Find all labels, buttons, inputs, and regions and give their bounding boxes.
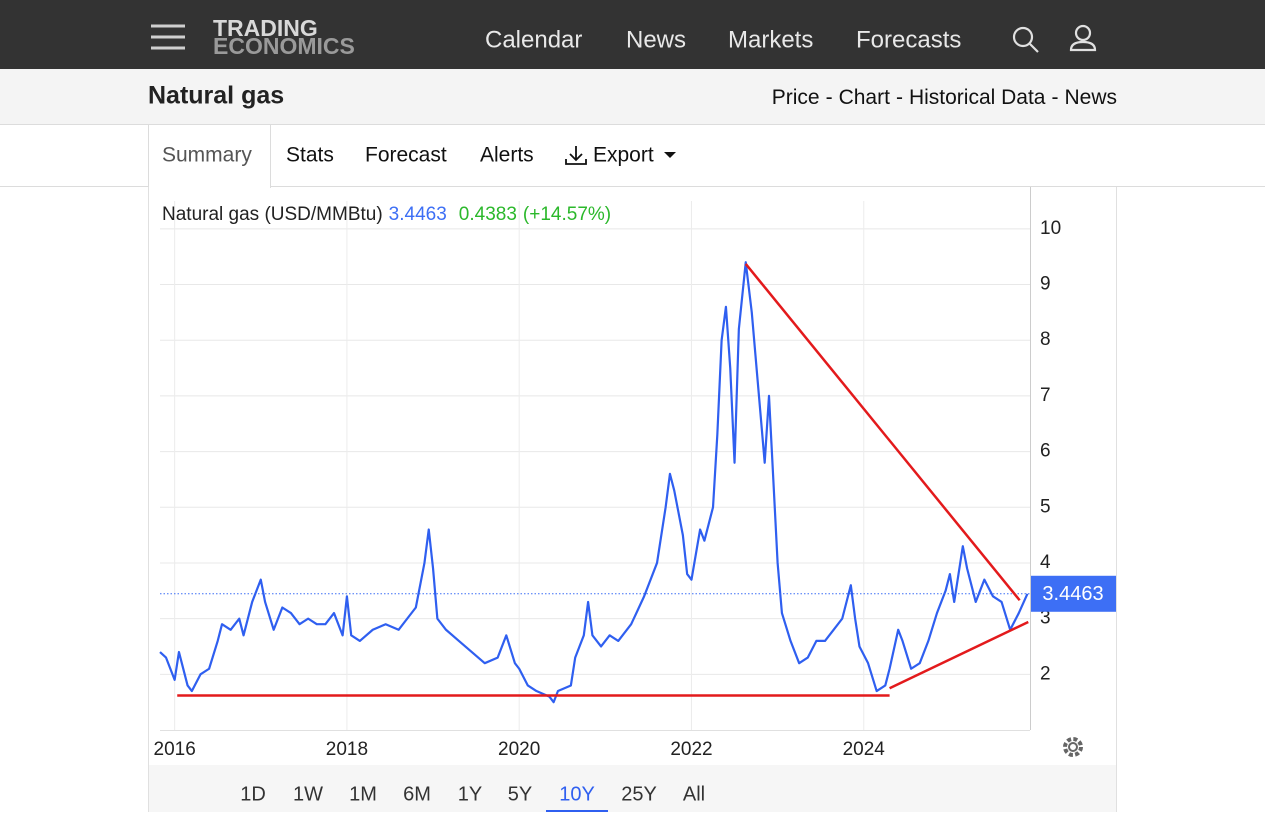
legend-price: 3.4463 [389, 204, 447, 225]
user-icon[interactable] [1069, 24, 1097, 52]
range-button[interactable]: 1D [240, 783, 266, 805]
y-tick-label: 10 [1040, 218, 1061, 239]
legend-change-pct: (+14.57%) [523, 204, 611, 225]
download-arrow [569, 153, 583, 162]
trendline [744, 263, 1021, 602]
legend: Natural gas (USD/MMBtu) 3.4463 0.4383 (+14.… [162, 204, 611, 225]
range-button[interactable]: 1Y [458, 783, 482, 805]
nav-link[interactable]: News [626, 26, 686, 53]
legend-series-name: Natural gas (USD/MMBtu) [162, 204, 383, 225]
y-tick-label: 4 [1040, 552, 1051, 573]
page-title: Natural gas [148, 82, 284, 110]
x-tick-label: 2024 [843, 739, 886, 760]
range-button[interactable]: 10Y [559, 783, 595, 805]
separator: - [896, 86, 903, 109]
x-tick-label: 2022 [670, 739, 712, 760]
range-underline [546, 810, 608, 812]
tab[interactable]: Stats [286, 144, 334, 167]
user-body [1069, 40, 1097, 52]
download-icon [565, 146, 587, 165]
search-icon[interactable] [1012, 26, 1039, 53]
tab[interactable]: Forecast [365, 144, 447, 167]
tab[interactable]: Summary [162, 144, 252, 167]
y-tick-label: 8 [1040, 329, 1051, 350]
nav-link[interactable]: Markets [728, 26, 813, 53]
search-lens [1012, 26, 1034, 48]
range-button[interactable]: All [683, 783, 705, 805]
gear-teeth [1063, 737, 1083, 757]
y-tick-label: 2 [1040, 663, 1051, 684]
brand-bottom[interactable]: ECONOMICS [213, 33, 355, 59]
range-buttons: 1D 1W 1M 6M 1Y 5Y 10Y 25Y All [240, 783, 705, 812]
last-value-label: 3.4463 [1042, 583, 1103, 605]
header-link[interactable]: Historical Data [909, 86, 1046, 109]
top-bar [0, 0, 1265, 69]
header-link[interactable]: Chart [839, 86, 891, 109]
range-button[interactable]: 6M [403, 783, 431, 805]
price-line [159, 261, 1029, 704]
nav-link[interactable]: Calendar [485, 26, 582, 53]
x-tick-label: 2020 [498, 739, 540, 760]
search-handle [1029, 43, 1039, 53]
range-button[interactable]: 1W [293, 783, 323, 805]
tab[interactable]: Alerts [480, 144, 534, 167]
range-button[interactable]: 5Y [508, 783, 532, 805]
menu-icon[interactable] [151, 24, 185, 50]
range-button[interactable]: 1M [349, 783, 377, 805]
user-head [1074, 24, 1092, 42]
tab[interactable]: Export [593, 144, 654, 167]
separator: - [826, 86, 833, 109]
nav-link[interactable]: Forecasts [856, 26, 961, 53]
x-tick-label: 2016 [154, 739, 196, 760]
header-links: Price - Chart - Historical Data - News [772, 86, 1117, 109]
last-value-badge [1031, 575, 1116, 612]
separator: - [1051, 86, 1058, 109]
y-tick-label: 6 [1040, 441, 1051, 462]
settings-icon[interactable] [1063, 737, 1083, 757]
x-tick-label: 2018 [326, 739, 368, 760]
y-tick-label: 5 [1040, 496, 1051, 517]
range-bar [149, 765, 1116, 812]
legend-change: 0.4383 [459, 204, 517, 225]
header-bar [0, 69, 1265, 125]
y-tick-label: 7 [1040, 385, 1051, 406]
brand-top[interactable]: TRADING [213, 15, 318, 41]
dropdown-caret [664, 152, 676, 158]
download-tray [565, 159, 587, 165]
header-link[interactable]: News [1064, 86, 1117, 109]
y-tick-label: 9 [1040, 274, 1051, 295]
y-tick-label: 3 [1040, 608, 1051, 629]
range-button[interactable]: 25Y [621, 783, 657, 805]
header-link[interactable]: Price [772, 86, 820, 109]
gear-hub [1068, 742, 1078, 752]
active-tab-gap [149, 185, 270, 189]
trendline [889, 620, 1029, 690]
